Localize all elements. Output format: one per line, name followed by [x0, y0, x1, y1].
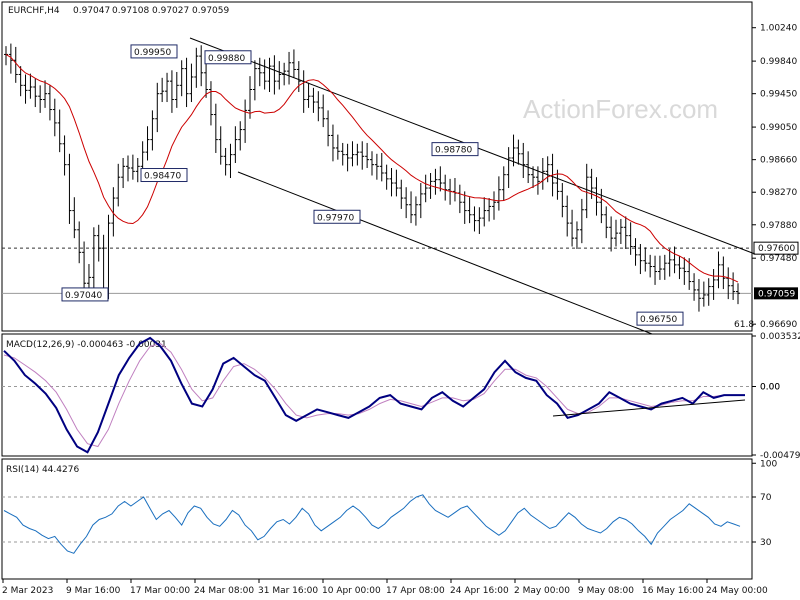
level-label-box [753, 241, 799, 255]
price-tick-label: 1.00240 [760, 24, 797, 34]
x-tick-label: 17 Apr 08:00 [386, 586, 445, 596]
price-annotation-label: 0.97040 [65, 291, 102, 301]
price-tick-label: 0.97480 [760, 254, 797, 264]
x-tick-label: 24 Apr 16:00 [450, 586, 509, 596]
price-axis-group: 1.00240 0.99840 0.99450 0.99050 0.98660 0.982… [752, 24, 797, 330]
macd-support-line [552, 399, 746, 417]
rsi-tick-label: 100 [760, 459, 777, 469]
macd-panel-frame [1, 333, 753, 457]
price-annotations: 0.99950 0.99880 0.98470 0.97040 0.97970 0.987… [61, 44, 684, 326]
price-tick-label: 0.99840 [760, 57, 797, 67]
rsi-title: RSI(14) 44.4276 [6, 465, 79, 475]
macd-line [3, 336, 745, 454]
price-tick-label: 0.96690 [760, 320, 797, 330]
price-bars [4, 43, 740, 312]
price-tick-label: 0.98660 [760, 156, 797, 166]
symbol-label: EURCHF,H4 [8, 6, 60, 16]
x-tick-label: 24 May 00:00 [706, 586, 768, 596]
x-tick-label: 9 May 08:00 [578, 586, 634, 596]
current-price-box [754, 287, 798, 300]
macd-tick-label: 0.003532 [760, 332, 800, 342]
price-annotation-box [61, 287, 109, 302]
price-annotation-label: 0.98470 [144, 172, 181, 182]
x-axis: 2 Mar 2023 9 Mar 16:00 17 Mar 00:00 24 Mar … [2, 579, 768, 596]
high-value: 0.97108 [112, 6, 149, 16]
price-annotation-box [636, 311, 684, 326]
rsi-axis-group: 100 70 30 [2, 459, 777, 548]
rsi-tick-label: 70 [760, 493, 772, 503]
x-tick-label: 10 Apr 00:00 [322, 586, 381, 596]
macd-tick-label: 0.00 [760, 382, 780, 392]
price-tick-label: 0.99450 [760, 90, 797, 100]
rsi-line [3, 494, 741, 554]
macd-tick-label: -0.004793 [760, 451, 800, 461]
x-tick-label: 17 Mar 00:00 [130, 586, 190, 596]
open-value: 0.97047 [73, 6, 110, 16]
watermark: ActionForex.com [523, 94, 718, 124]
price-annotation-box [140, 168, 188, 183]
price-panel-frame [1, 1, 753, 332]
macd-title: MACD(12,26,9) -0.000463 -0.00031 [6, 340, 167, 350]
fib-label: 61.8 [734, 320, 754, 330]
rsi-tick-label: 30 [760, 538, 772, 548]
price-annotation-box [204, 50, 252, 65]
rsi-panel-frame [1, 458, 753, 580]
price-annotation-label: 0.96750 [640, 315, 677, 325]
current-price-label: 0.97059 [758, 289, 795, 299]
macd-tick-label: 0.00 [760, 382, 780, 392]
x-tick-label: 16 May 16:00 [642, 586, 704, 596]
moving-average-line [5, 53, 739, 283]
price-annotation-label: 0.99950 [134, 48, 171, 58]
price-annotation-label: 0.97970 [317, 213, 354, 223]
price-annotation-label: 0.99880 [208, 54, 245, 64]
price-annotation-box [431, 142, 479, 157]
x-tick-label: 9 Mar 16:00 [66, 586, 121, 596]
price-annotation-box [313, 209, 361, 224]
price-tick-label: 0.98270 [760, 188, 797, 198]
macd-signal-line [3, 343, 745, 448]
x-tick-label: 31 Mar 16:00 [258, 586, 318, 596]
price-tick-label: 0.99050 [760, 123, 797, 133]
x-tick-label: 24 Mar 08:00 [194, 586, 254, 596]
close-value: 0.97059 [192, 6, 229, 16]
level-label: 0.97600 [758, 244, 795, 254]
x-tick-label: 2 May 00:00 [514, 586, 570, 596]
price-annotation-box [130, 44, 178, 59]
price-annotation-label: 0.98780 [435, 146, 472, 156]
lower-channel-line [237, 171, 653, 335]
price-level-group: 0.97600 0.97059 61.8 [2, 241, 799, 330]
x-tick-label: 2 Mar 2023 [2, 586, 53, 596]
low-value: 0.97027 [152, 6, 189, 16]
price-tick-label: 0.97880 [760, 221, 797, 231]
chart-header: EURCHF,H4 0.97047 0.97108 0.97027 0.9705… [8, 6, 229, 16]
